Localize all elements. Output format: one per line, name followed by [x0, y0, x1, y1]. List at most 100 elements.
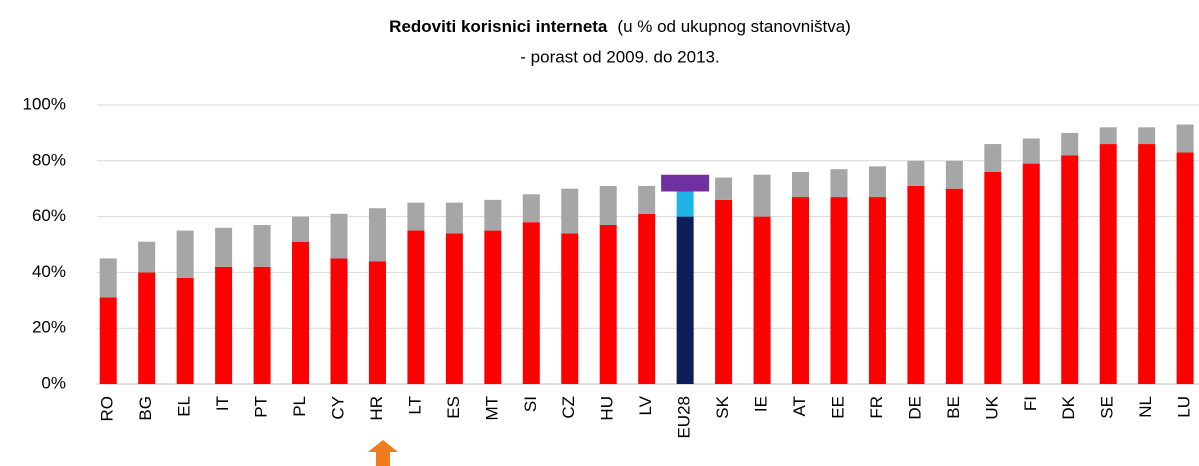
bar-segment: [99, 297, 117, 384]
bar-segment: [292, 241, 310, 384]
x-tick-label: EU28: [675, 396, 694, 439]
bar-segment: [945, 188, 963, 384]
bar-segment: [99, 258, 117, 298]
x-tick-label: SK: [713, 395, 732, 418]
highlight-arrow: [368, 440, 398, 466]
bar-segment: [407, 230, 425, 384]
y-tick-label: 80%: [32, 150, 66, 169]
bar-segment: [330, 213, 348, 259]
bar-segment: [715, 177, 733, 200]
x-tick-label: PL: [290, 396, 309, 417]
bar-segment: [253, 224, 271, 267]
bar-segment: [445, 202, 463, 234]
x-tick-label: ES: [444, 396, 463, 419]
bar-segment: [484, 199, 502, 231]
bar-segment: [561, 188, 579, 234]
bar-segment: [215, 266, 233, 384]
bar-segment: [868, 166, 886, 198]
y-tick-label: 100%: [23, 94, 66, 113]
x-tick-label: FI: [1021, 396, 1040, 411]
bar-segment: [292, 216, 310, 242]
bar-segment: [792, 171, 810, 198]
x-tick-label: DK: [1059, 395, 1078, 419]
bar-segment: [753, 216, 771, 384]
bar-segment: [792, 197, 810, 384]
bar-segment: [984, 144, 1002, 172]
bar-segment: [753, 174, 771, 217]
x-tick-label: LT: [405, 396, 424, 415]
x-tick-label: IT: [213, 396, 232, 411]
bar-segment: [368, 208, 386, 262]
x-tick-label: IE: [752, 396, 771, 412]
bar-segment: [984, 171, 1002, 384]
y-tick-label: 40%: [32, 262, 66, 281]
x-tick-label: BE: [944, 396, 963, 419]
bar-segment: [1099, 127, 1117, 145]
bar-segment: [176, 277, 194, 384]
bar-segment: [715, 199, 733, 384]
bar-segment: [138, 272, 156, 384]
bar-segment: [868, 197, 886, 384]
x-tick-label: PT: [252, 396, 271, 418]
bar-segment: [330, 258, 348, 384]
y-tick-label: 60%: [32, 206, 66, 225]
bar-segment: [1176, 124, 1194, 153]
bar-segment: [661, 174, 710, 192]
bar-segment: [599, 185, 617, 225]
x-tick-label: MT: [482, 396, 501, 421]
chart-subtitle: - porast od 2009. do 2013.: [520, 47, 719, 66]
x-tick-label: EE: [828, 396, 847, 419]
bar-segment: [676, 216, 694, 384]
bar-segment: [1061, 155, 1079, 384]
y-tick-label: 0%: [41, 373, 66, 392]
x-tick-label: AT: [790, 396, 809, 416]
bar-segment: [138, 241, 156, 273]
bar-segment: [907, 185, 925, 384]
bar-segment: [176, 230, 194, 278]
bar-segment: [1061, 132, 1079, 156]
bar-segment: [1022, 163, 1040, 384]
bar-segment: [407, 202, 425, 231]
bar-segment: [561, 233, 579, 384]
bar-segment: [638, 185, 656, 214]
chart-title-line: Redoviti korisnici interneta (u % od ukup…: [389, 17, 851, 36]
x-tick-label: SI: [521, 396, 540, 412]
x-tick-label: CZ: [559, 396, 578, 419]
bar-segment: [522, 222, 540, 384]
x-tick-label: HU: [598, 396, 617, 421]
x-tick-label: SE: [1098, 396, 1117, 419]
chart-title-note: (u % od ukupnog stanovništva): [617, 17, 850, 36]
x-tick-label: LU: [1175, 396, 1194, 418]
x-tick-label: BG: [136, 396, 155, 421]
x-tick-label: UK: [982, 395, 1001, 419]
x-tick-label: EL: [175, 396, 194, 417]
x-tick-label: LV: [636, 395, 655, 415]
bar-segment: [676, 191, 694, 217]
x-tick-label: HR: [367, 396, 386, 421]
x-tick-label: FR: [867, 396, 886, 419]
y-tick-label: 20%: [32, 318, 66, 337]
bar-segment: [1176, 152, 1194, 384]
bar-segment: [830, 197, 848, 384]
x-tick-label: NL: [1136, 396, 1155, 418]
bar-segment: [215, 227, 233, 267]
bar-segment: [1099, 144, 1117, 384]
bar-segment: [445, 233, 463, 384]
bar-segment: [368, 261, 386, 384]
bar-segment: [599, 224, 617, 384]
bar-segment: [830, 169, 848, 198]
x-tick-label: CY: [328, 396, 347, 420]
bar-segment: [1022, 138, 1040, 164]
bar-segment: [907, 160, 925, 186]
bar-segment: [1138, 144, 1156, 384]
chart-title: Redoviti korisnici interneta: [389, 17, 608, 36]
bar-segment: [253, 266, 271, 384]
x-tick-label: RO: [98, 396, 117, 422]
bar-segment: [1138, 127, 1156, 145]
bar-segment: [484, 230, 502, 384]
bar-segment: [522, 194, 540, 223]
x-tick-label: DE: [905, 396, 924, 420]
bar-segment: [945, 160, 963, 189]
